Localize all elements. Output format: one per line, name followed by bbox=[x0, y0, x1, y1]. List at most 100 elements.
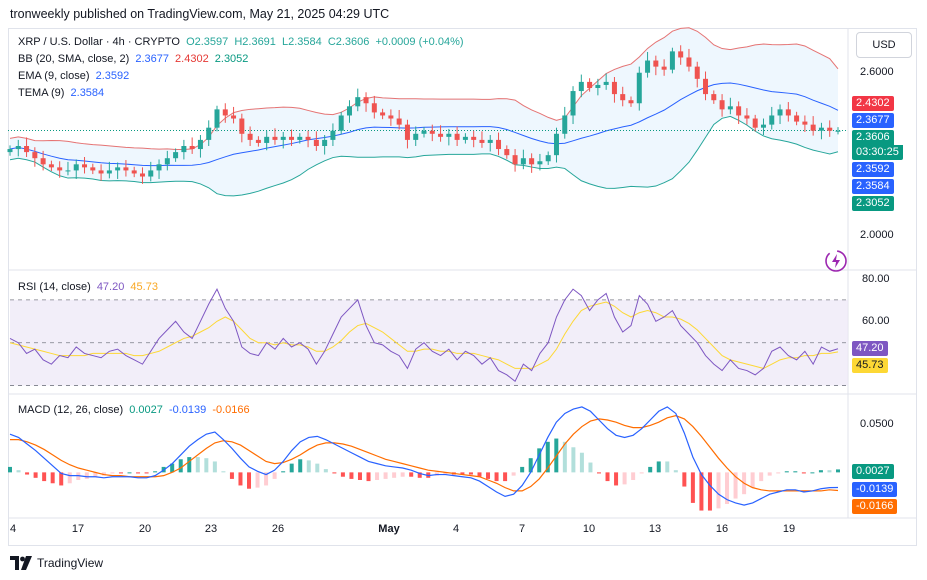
macd-histogram-bar bbox=[665, 461, 670, 473]
candle-body bbox=[98, 170, 104, 174]
legend-macd-hist: 0.0027 bbox=[129, 404, 163, 416]
candle-body bbox=[313, 139, 319, 146]
candle-body bbox=[769, 115, 775, 125]
candle-body bbox=[438, 133, 444, 137]
legend-bb-basis: 2.3677 bbox=[135, 53, 169, 65]
x-tick: 20 bbox=[138, 523, 152, 535]
macd-histogram-bar bbox=[178, 459, 183, 473]
candle-body bbox=[694, 66, 700, 79]
macd-histogram-bar bbox=[392, 472, 397, 478]
candle-body bbox=[346, 106, 352, 116]
candle-body bbox=[115, 167, 121, 171]
macd-histogram-bar bbox=[571, 447, 576, 473]
currency-button[interactable]: USD bbox=[856, 32, 912, 58]
candle-body bbox=[106, 170, 112, 174]
label-macd-signal: -0.0166 bbox=[852, 499, 898, 514]
macd-histogram-bar bbox=[16, 470, 21, 473]
macd-histogram-bar bbox=[212, 461, 217, 473]
legend-tema-label: TEMA (9) bbox=[18, 87, 65, 99]
macd-histogram-bar bbox=[8, 466, 12, 473]
legend-open: O2.3597 bbox=[186, 36, 229, 48]
candle-body bbox=[711, 94, 717, 101]
macd-histogram-bar bbox=[682, 472, 687, 487]
candle-body bbox=[429, 130, 435, 134]
legend-high: H2.3691 bbox=[234, 36, 276, 48]
lightning-icon[interactable] bbox=[824, 249, 848, 273]
label-bb-lower: 2.3052 bbox=[852, 196, 894, 211]
candle-body bbox=[562, 115, 568, 134]
macd-histogram-bar bbox=[357, 472, 362, 480]
macd-histogram-bar bbox=[400, 472, 405, 477]
candle-body bbox=[636, 72, 642, 104]
macd-histogram-bar bbox=[33, 472, 38, 478]
macd-histogram-bar bbox=[818, 470, 823, 473]
candle-body bbox=[611, 81, 617, 95]
legend-rsi-label: RSI (14, close) bbox=[18, 281, 91, 293]
legend-rsi-value: 47.20 bbox=[96, 281, 125, 293]
macd-histogram-bar bbox=[110, 472, 115, 474]
candle-body bbox=[255, 139, 261, 143]
candle-body bbox=[736, 106, 742, 116]
macd-histogram-bar bbox=[281, 471, 286, 473]
candle-body bbox=[529, 158, 535, 165]
macd-histogram-bar bbox=[375, 472, 380, 480]
label-bb-upper: 2.4302 bbox=[852, 96, 894, 111]
candle-body bbox=[802, 121, 808, 125]
macd-histogram-bar bbox=[673, 470, 678, 473]
macd-histogram-bar bbox=[272, 472, 277, 479]
tradingview-logo-icon bbox=[10, 556, 32, 570]
macd-histogram-bar bbox=[59, 472, 64, 486]
candle-body bbox=[504, 149, 510, 156]
candle-body bbox=[396, 118, 402, 125]
y-tick-macd: 0.0500 bbox=[860, 418, 894, 430]
macd-histogram-bar bbox=[690, 472, 695, 503]
label-bb-basis: 2.3677 bbox=[852, 113, 894, 128]
legend-ema-label: EMA (9, close) bbox=[18, 70, 90, 82]
x-tick: 10 bbox=[582, 523, 596, 535]
candle-body bbox=[404, 124, 410, 140]
candle-body bbox=[512, 155, 518, 165]
candle-body bbox=[82, 164, 88, 168]
macd-histogram-bar bbox=[528, 458, 533, 473]
x-tick: 16 bbox=[715, 523, 729, 535]
legend-close: C2.3606 bbox=[327, 36, 370, 48]
candle-body bbox=[330, 130, 336, 140]
x-tick: May bbox=[378, 523, 400, 535]
macd-line bbox=[9, 406, 839, 506]
x-tick: 23 bbox=[204, 523, 218, 535]
macd-histogram-bar bbox=[195, 457, 200, 473]
legend-bb-label: BB (20, SMA, close, 2) bbox=[18, 53, 130, 65]
macd-histogram-bar bbox=[725, 472, 730, 504]
candle-body bbox=[148, 170, 154, 177]
macd-histogram-bar bbox=[443, 472, 448, 475]
macd-histogram-bar bbox=[332, 472, 337, 474]
macd-histogram-bar bbox=[614, 472, 619, 486]
macd-histogram-bar bbox=[204, 458, 209, 473]
macd-histogram-bar bbox=[153, 471, 158, 473]
label-rsi-ma: 45.73 bbox=[852, 358, 888, 373]
legend-main: XRP / U.S. Dollar · 4h · CRYPTO O2.3597 … bbox=[18, 34, 464, 50]
candle-body bbox=[553, 133, 559, 156]
candle-body bbox=[388, 115, 394, 119]
candle-body bbox=[587, 81, 593, 88]
label-ema: 2.3592 bbox=[852, 162, 894, 177]
candle-body bbox=[272, 136, 278, 140]
macd-histogram-bar bbox=[545, 441, 550, 473]
macd-histogram-bar bbox=[349, 472, 354, 479]
macd-histogram-bar bbox=[596, 472, 601, 474]
macd-histogram-bar bbox=[733, 472, 738, 499]
label-macd-hist: 0.0027 bbox=[852, 464, 894, 479]
bb-band-fill bbox=[10, 27, 838, 196]
macd-histogram-bar bbox=[289, 463, 294, 473]
macd-histogram-bar bbox=[716, 472, 721, 509]
macd-histogram-bar bbox=[25, 472, 30, 475]
legend-main-label: XRP / U.S. Dollar · 4h · CRYPTO bbox=[18, 36, 180, 48]
y-tick-rsi-80: 80.00 bbox=[862, 273, 890, 285]
candle-body bbox=[810, 124, 816, 131]
macd-histogram-bar bbox=[759, 472, 764, 482]
macd-histogram-bar bbox=[605, 472, 610, 482]
y-tick-price-bottom: 2.0000 bbox=[860, 229, 894, 241]
macd-histogram-bar bbox=[383, 472, 388, 479]
candle-body bbox=[222, 109, 228, 116]
